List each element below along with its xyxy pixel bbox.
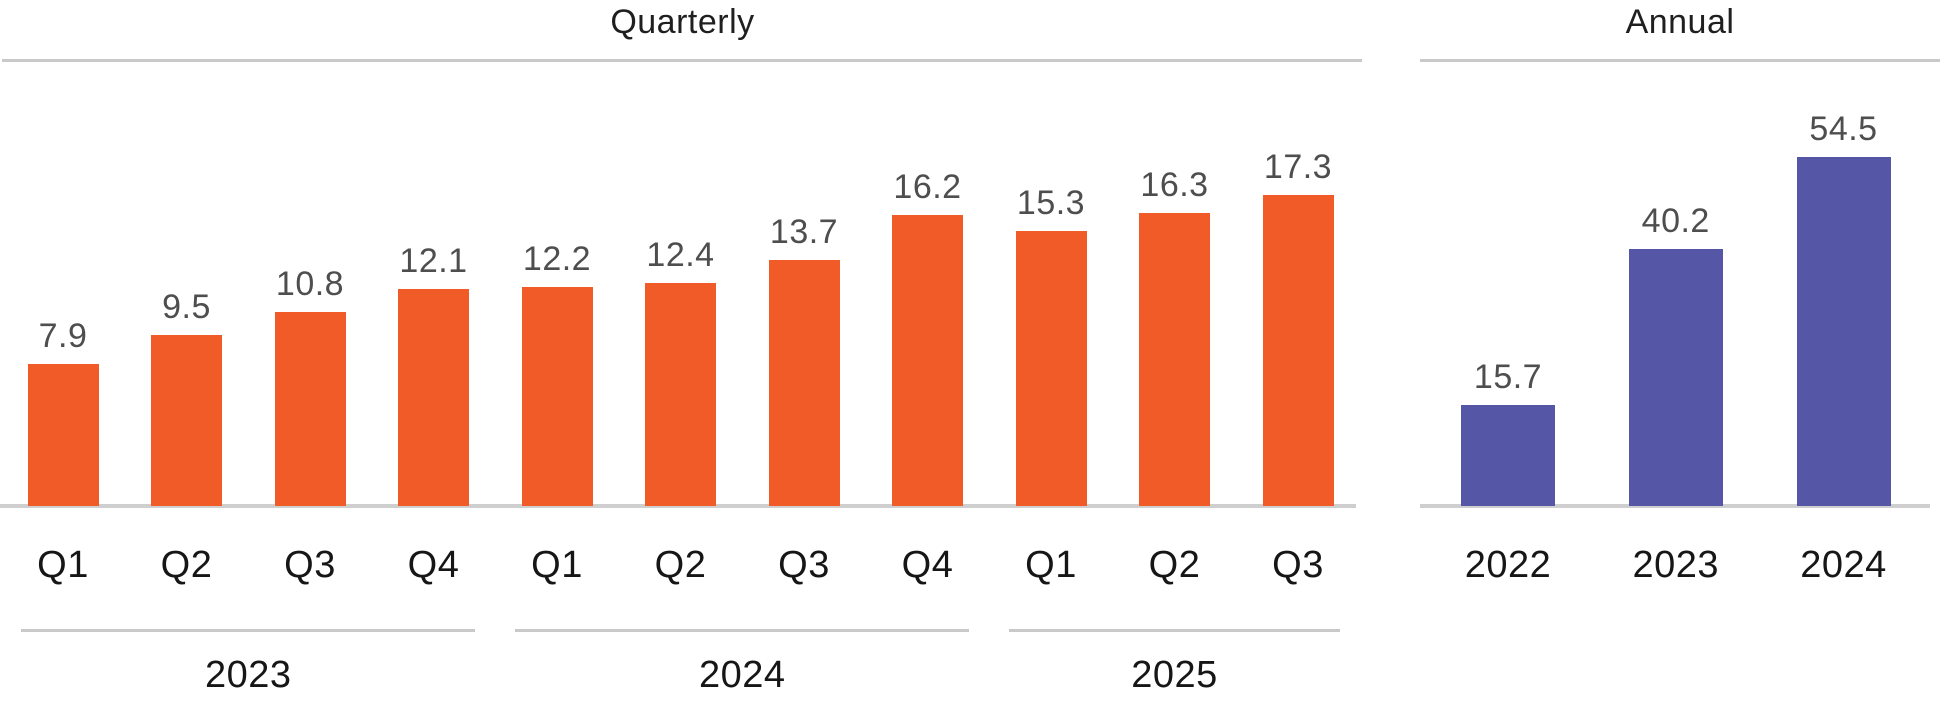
quarterly-bar bbox=[27, 364, 99, 506]
quarterly-year-group-line bbox=[21, 629, 476, 632]
annual-bar-value-label: 54.5 bbox=[1809, 109, 1878, 148]
quarterly-x-axis-label: Q4 bbox=[407, 544, 460, 586]
annual-x-axis-label: 2022 bbox=[1464, 544, 1552, 586]
quarterly-bar-value-label: 7.9 bbox=[38, 317, 88, 356]
quarterly-bar bbox=[398, 288, 469, 506]
quarterly-x-axis-label: Q1 bbox=[531, 544, 583, 586]
quarterly-x-axis-label: Q1 bbox=[1025, 544, 1077, 586]
quarterly-bar bbox=[274, 312, 346, 506]
quarterly-bar-value-label: 12.4 bbox=[646, 236, 715, 275]
quarterly-bar-value-label: 16.2 bbox=[893, 168, 962, 207]
annual-chart-title: Annual bbox=[1625, 3, 1735, 41]
quarterly-bar-value-label: 10.8 bbox=[275, 265, 345, 304]
annual-header-rule bbox=[1420, 59, 1940, 62]
quarterly-bar-value-label: 15.3 bbox=[1016, 184, 1086, 223]
annual-bar bbox=[1796, 156, 1891, 506]
quarterly-x-axis-label: Q3 bbox=[1272, 544, 1324, 586]
annual-bar-value-label: 15.7 bbox=[1473, 358, 1543, 397]
quarterly-x-axis-label: Q3 bbox=[778, 544, 830, 586]
quarterly-bar-value-label: 13.7 bbox=[769, 213, 839, 252]
quarterly-year-group-line bbox=[515, 629, 970, 632]
quarterly-year-group-label: 2023 bbox=[204, 654, 292, 696]
quarterly-bar bbox=[768, 260, 840, 506]
quarterly-x-axis-label: Q4 bbox=[901, 544, 954, 586]
quarterly-bar bbox=[1262, 195, 1334, 506]
quarterly-x-axis-label: Q3 bbox=[284, 544, 336, 586]
quarterly-x-axis-line bbox=[0, 504, 1356, 508]
quarterly-x-axis-label: Q2 bbox=[160, 544, 213, 586]
annual-bar bbox=[1628, 248, 1723, 506]
quarterly-bar bbox=[1139, 213, 1210, 506]
quarterly-x-axis-label: Q2 bbox=[1148, 544, 1201, 586]
quarterly-bar bbox=[645, 283, 716, 506]
quarterly-header-rule bbox=[2, 59, 1362, 62]
quarterly-x-axis-label: Q2 bbox=[654, 544, 707, 586]
quarterly-bar bbox=[151, 335, 222, 506]
quarterly-year-group-line bbox=[1009, 629, 1340, 632]
quarterly-year-group-label: 2024 bbox=[698, 654, 786, 696]
annual-bar-value-label: 40.2 bbox=[1641, 201, 1710, 240]
quarterly-bar-value-label: 17.3 bbox=[1263, 148, 1333, 187]
quarterly-bar-value-label: 12.2 bbox=[522, 239, 592, 278]
quarterly-bar bbox=[521, 286, 593, 506]
quarterly-bar-value-label: 9.5 bbox=[162, 288, 211, 327]
annual-x-axis-line bbox=[1420, 504, 1930, 508]
quarterly-bar-value-label: 16.3 bbox=[1140, 166, 1209, 205]
quarterly-chart-title: Quarterly bbox=[610, 3, 755, 41]
quarterly-x-axis-label: Q1 bbox=[37, 544, 89, 586]
annual-bar bbox=[1461, 405, 1555, 506]
quarterly-year-group-label: 2025 bbox=[1131, 654, 1218, 696]
annual-x-axis-label: 2023 bbox=[1632, 544, 1720, 586]
quarterly-bar bbox=[892, 215, 963, 506]
quarterly-bar-value-label: 12.1 bbox=[399, 241, 468, 280]
quarterly-bar bbox=[1015, 231, 1087, 506]
annual-x-axis-label: 2024 bbox=[1800, 544, 1887, 586]
